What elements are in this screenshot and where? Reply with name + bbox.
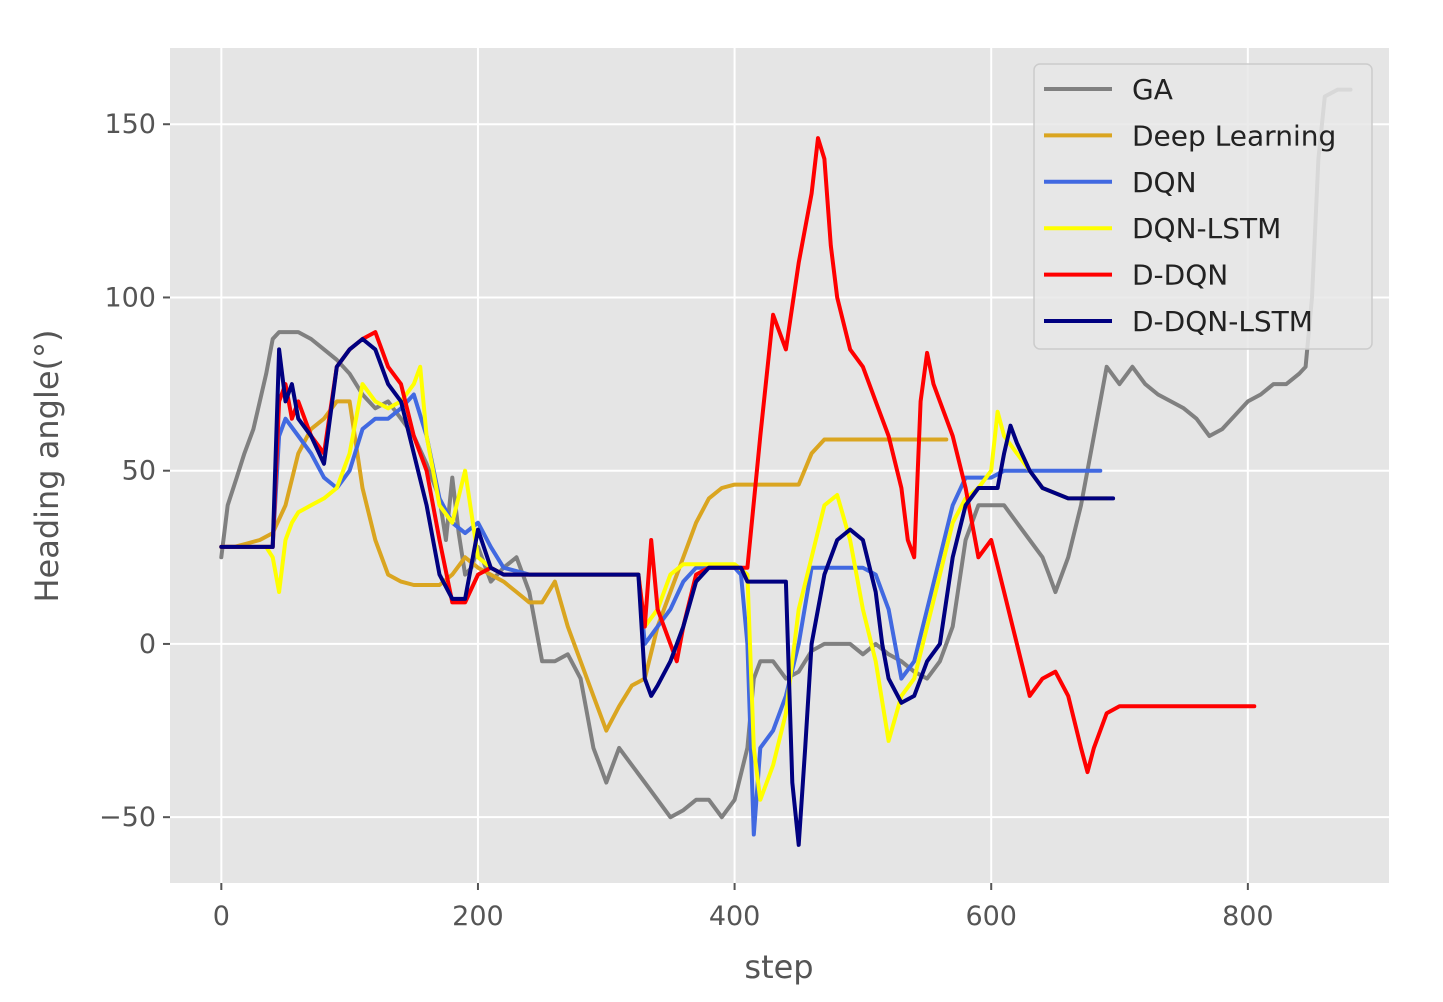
y-axis-ticks: −50 0 50 100 150 xyxy=(99,109,170,833)
x-tick-label: 600 xyxy=(965,901,1017,932)
y-tick-label: 0 xyxy=(139,629,156,660)
series-lines xyxy=(219,87,1353,847)
y-axis-label: Heading angle(°) xyxy=(28,329,66,602)
series-line-dqn xyxy=(219,392,1103,837)
y-tick-label: 150 xyxy=(104,109,156,140)
x-axis-ticks: 0 200 400 600 800 xyxy=(213,883,1274,932)
legend-label-dqn-lstm: DQN-LSTM xyxy=(1132,212,1281,245)
x-tick-label: 0 xyxy=(213,901,230,932)
legend: GA Deep Learning DQN DQN-LSTM D-DQN D-DQN-LST… xyxy=(1033,63,1373,350)
legend-label-d-dqn: D-DQN xyxy=(1132,259,1228,292)
y-tick-label: 50 xyxy=(122,456,156,487)
x-axis-label: step xyxy=(744,948,813,986)
series-line-deep-learning xyxy=(219,399,949,733)
legend-box xyxy=(1033,63,1373,350)
legend-label-deep-learning: Deep Learning xyxy=(1132,119,1336,152)
y-tick-label: −50 xyxy=(99,802,156,833)
y-tick-label: 100 xyxy=(104,282,156,313)
x-tick-label: 200 xyxy=(452,901,504,932)
x-tick-label: 400 xyxy=(709,901,761,932)
legend-label-dqn: DQN xyxy=(1132,166,1197,199)
legend-label-ga: GA xyxy=(1132,73,1173,106)
series-line-dqn-lstm xyxy=(219,364,1109,802)
series-line-d-dqn-lstm xyxy=(219,337,1116,847)
series-line-d-dqn xyxy=(219,136,1257,775)
legend-label-d-dqn-lstm: D-DQN-LSTM xyxy=(1132,305,1313,338)
x-tick-label: 800 xyxy=(1222,901,1274,932)
